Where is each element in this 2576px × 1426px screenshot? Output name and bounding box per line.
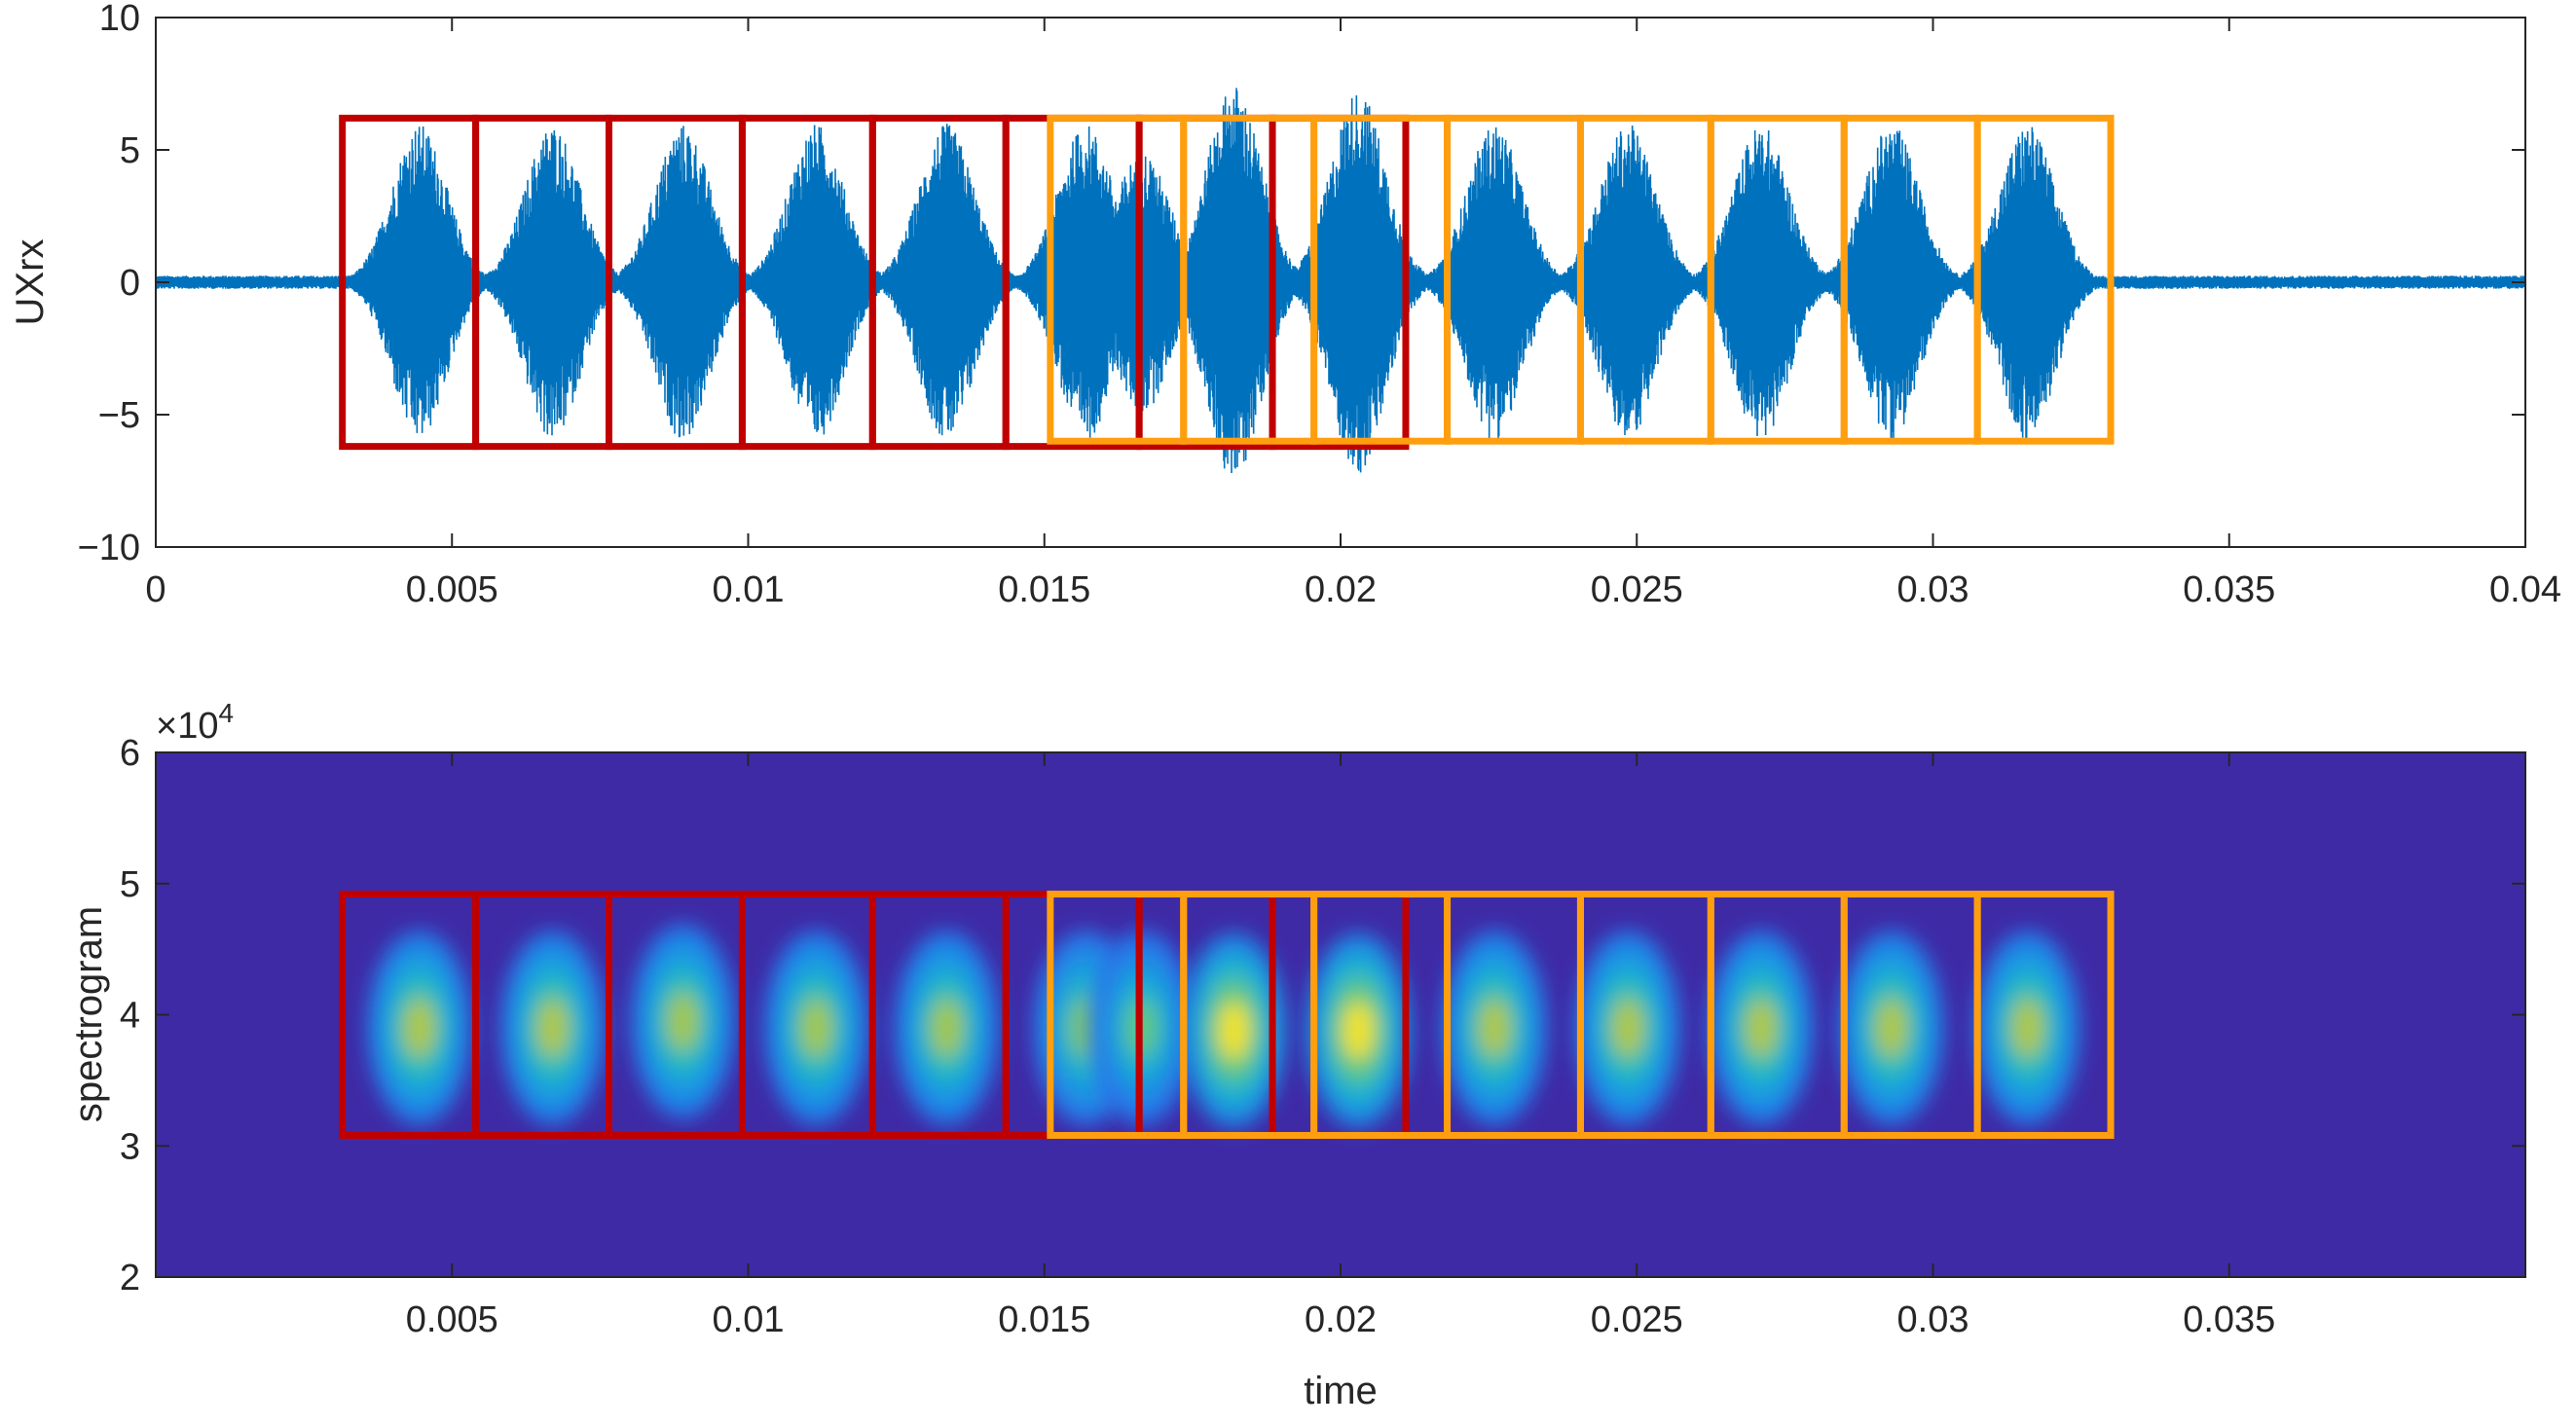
spectrogram-blob: [894, 930, 1000, 1125]
waveform-x-tick-label: 0: [145, 569, 166, 610]
spectrogram-ticks: 0.005 0.01 0.015 0.02 0.025 0.03 0.035 6 5 4 3 2: [120, 733, 2525, 1340]
spectrogram-axes: 0.005 0.01 0.015 0.02 0.025 0.03 0.035 6 5 4 3 2 ×1…: [67, 698, 2526, 1412]
waveform-x-tick-label: 0.025: [1591, 569, 1683, 610]
spectrogram-blob: [630, 924, 736, 1119]
spectrogram-blob-layer: [2011, 998, 2043, 1057]
waveform-orange-window: [1973, 114, 2115, 445]
spectrogram-y-tick-label: 4: [120, 996, 140, 1037]
spectrogram-x-axis-label: time: [1304, 1370, 1378, 1412]
spectrogram-blob: [1838, 930, 1944, 1125]
waveform-y-tick-label: 0: [120, 263, 140, 304]
waveform-x-tick-label: 0.03: [1897, 569, 1969, 610]
waveform-x-tick-label: 0.01: [713, 569, 785, 610]
waveform-x-tick-label: 0.02: [1305, 569, 1377, 610]
waveform-x-tick-label: 0.035: [2183, 569, 2275, 610]
spectrogram-y-tick-label: 5: [120, 864, 140, 905]
spectrogram-blob: [1974, 930, 2080, 1125]
waveform-y-tick-label: 5: [120, 130, 140, 171]
spectrogram-y-exponent-power: 4: [218, 698, 234, 728]
spectrogram-x-tick-label: 0.015: [998, 1299, 1090, 1340]
spectrogram-x-tick-label: 0.01: [713, 1299, 785, 1340]
spectrogram-blob-layer: [1746, 998, 1778, 1057]
waveform-ticks: 0 0.005 0.01 0.015 0.02 0.025 0.03 0.035 0.04 10 5…: [78, 0, 2561, 610]
spectrogram-blob-layer: [1612, 998, 1644, 1057]
spectrogram-blob-layer: [1875, 998, 1907, 1057]
spectrogram-blob-layer: [931, 998, 963, 1057]
spectrogram-y-tick-label: 2: [120, 1258, 140, 1298]
spectrogram-blob: [1575, 930, 1681, 1125]
waveform-window-boxes: [339, 114, 2115, 451]
spectrogram-y-exponent: ×104: [156, 698, 234, 747]
spectrogram-x-tick-label: 0.02: [1305, 1299, 1377, 1340]
waveform-y-tick-label: −10: [78, 528, 140, 568]
waveform-series: [156, 88, 2525, 473]
waveform-y-tick-label: 10: [99, 0, 140, 39]
waveform-x-tick-label: 0.04: [2489, 569, 2561, 610]
spectrogram-heatmap: [366, 924, 2080, 1128]
spectrogram-blob: [1709, 930, 1815, 1125]
spectrogram-blob-layer: [667, 992, 699, 1051]
waveform-line: [156, 88, 2525, 473]
spectrogram-orange-window: [1973, 891, 2115, 1139]
spectrogram-y-axis-label: spectrogram: [67, 906, 110, 1122]
waveform-y-tick-label: −5: [98, 395, 140, 436]
spectrogram-y-tick-label: 3: [120, 1126, 140, 1167]
spectrogram-blob-layer: [1218, 1001, 1250, 1060]
waveform-y-axis-label: UXrx: [9, 239, 52, 326]
spectrogram-x-tick-label: 0.03: [1897, 1299, 1969, 1340]
spectrogram-x-tick-label: 0.035: [2183, 1299, 2275, 1340]
spectrogram-blob: [1442, 930, 1548, 1125]
spectrogram-blob-layer: [403, 998, 435, 1057]
spectrogram-blob: [499, 930, 606, 1125]
spectrogram-y-exponent-base: ×10: [156, 706, 218, 747]
spectrogram-blob: [366, 930, 472, 1125]
waveform-x-tick-label: 0.005: [406, 569, 498, 610]
spectrogram-blob: [1306, 932, 1412, 1128]
spectrogram-blob-layer: [536, 998, 569, 1057]
spectrogram-blob-layer: [800, 998, 832, 1057]
spectrogram-blob: [1181, 932, 1287, 1128]
spectrogram-window-boxes: [339, 891, 2115, 1139]
spectrogram-x-tick-label: 0.025: [1591, 1299, 1683, 1340]
spectrogram-y-tick-label: 6: [120, 733, 140, 774]
spectrogram-blob: [763, 930, 869, 1125]
waveform-axes: 0 0.005 0.01 0.015 0.02 0.025 0.03 0.035 0.04 10 5…: [9, 0, 2561, 610]
waveform-x-tick-label: 0.015: [998, 569, 1090, 610]
spectrogram-blob-layer: [1343, 1001, 1375, 1060]
spectrogram-blob-layer: [1479, 998, 1511, 1057]
spectrogram-x-tick-label: 0.005: [406, 1299, 498, 1340]
